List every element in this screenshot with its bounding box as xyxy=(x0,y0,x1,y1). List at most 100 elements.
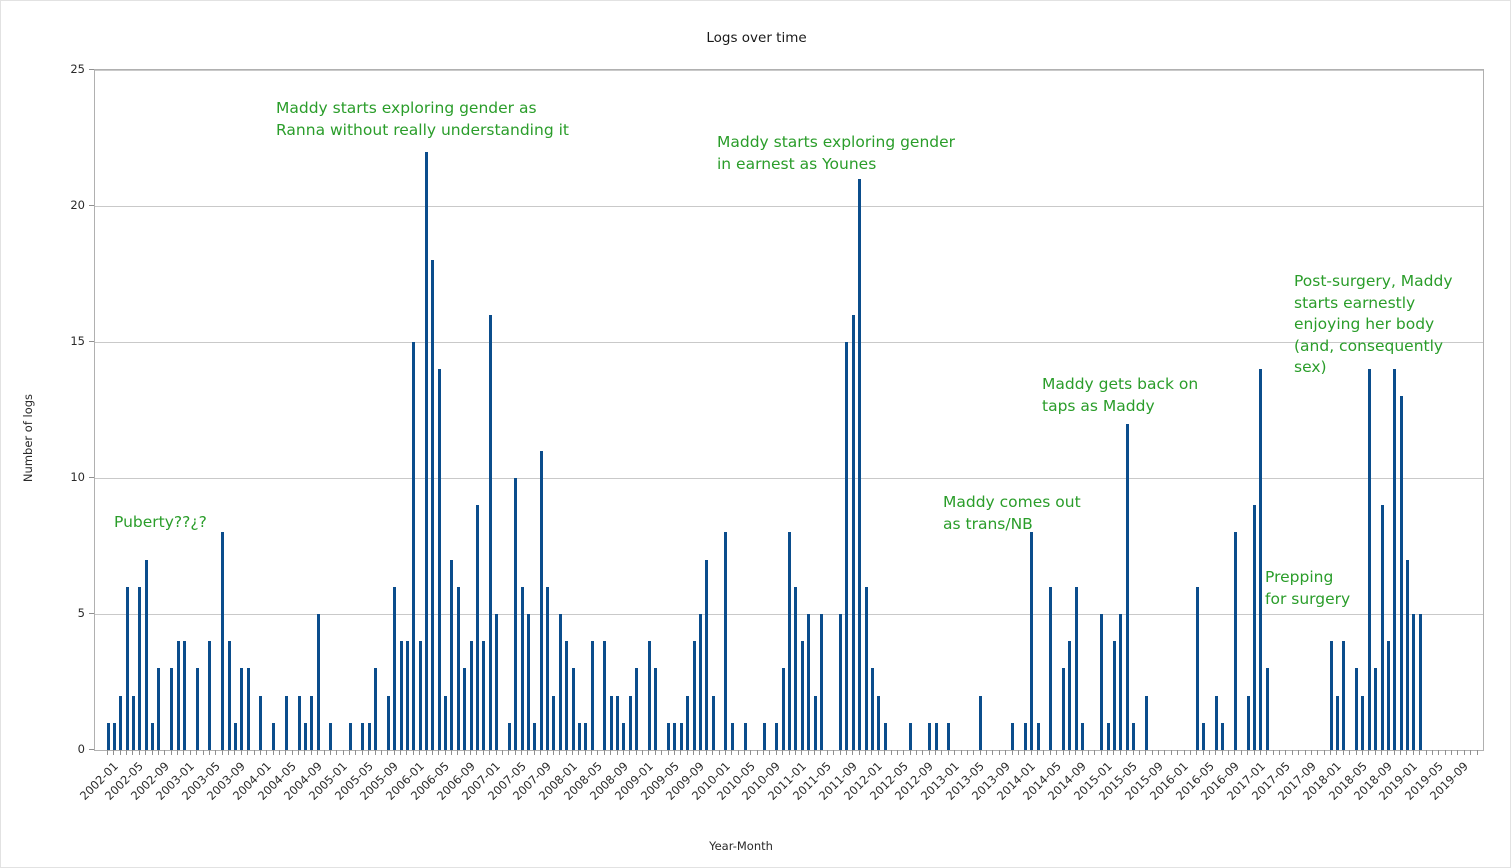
bar-month-129 xyxy=(928,722,932,750)
x-tick-label: 2013-05 xyxy=(943,759,988,803)
x-tick-label: 2004-01 xyxy=(229,759,274,803)
y-gridline xyxy=(95,206,1483,207)
bar-month-2 xyxy=(119,695,123,750)
x-tick-label: 2010-09 xyxy=(739,759,784,803)
bar-month-200 xyxy=(1380,505,1384,750)
bar-month-54 xyxy=(450,559,454,750)
y-tick-label: 15 xyxy=(70,334,85,348)
bar-month-40 xyxy=(361,722,365,750)
bar-month-80 xyxy=(616,695,620,750)
bar-month-142 xyxy=(1011,722,1015,750)
bar-month-196 xyxy=(1355,668,1359,750)
bar-month-22 xyxy=(246,668,250,750)
x-tick-label: 2019-09 xyxy=(1427,759,1472,803)
bar-month-44 xyxy=(386,695,390,750)
x-tick-label: 2009-05 xyxy=(637,759,682,803)
x-tick-label: 2017-01 xyxy=(1223,759,1268,803)
bar-month-45 xyxy=(393,586,397,750)
x-tick-label: 2007-05 xyxy=(484,759,529,803)
bar-month-35 xyxy=(329,722,333,750)
bar-month-157 xyxy=(1106,722,1110,750)
bar-month-111 xyxy=(813,695,817,750)
x-tick-label: 2016-09 xyxy=(1198,759,1243,803)
x-tick-label: 2002-09 xyxy=(127,759,172,803)
bar-month-110 xyxy=(807,614,811,750)
x-tick-label: 2012-09 xyxy=(892,759,937,803)
bar-month-67 xyxy=(533,722,537,750)
x-tick-label: 2008-09 xyxy=(586,759,631,803)
bar-month-59 xyxy=(482,641,486,750)
x-tick-label: 2014-09 xyxy=(1045,759,1090,803)
bar-month-3 xyxy=(125,586,129,750)
bar-month-122 xyxy=(883,722,887,750)
bar-month-202 xyxy=(1393,369,1397,750)
x-tick-label: 2003-01 xyxy=(153,759,198,803)
x-tick-label: 2005-09 xyxy=(357,759,402,803)
bar-month-81 xyxy=(622,722,626,750)
x-tick-label: 2018-09 xyxy=(1351,759,1395,803)
x-tick-label: 2002-05 xyxy=(102,759,147,803)
bar-month-21 xyxy=(240,668,244,750)
bar-month-10 xyxy=(170,668,174,750)
bar-month-18 xyxy=(221,532,225,750)
bar-month-74 xyxy=(577,722,581,750)
x-tick-label: 2006-01 xyxy=(382,759,427,803)
bar-month-204 xyxy=(1405,559,1409,750)
bar-month-92 xyxy=(692,641,696,750)
bar-month-57 xyxy=(469,641,473,750)
bar-month-156 xyxy=(1100,614,1104,750)
bar-month-1 xyxy=(112,722,116,750)
x-tick-label: 2014-05 xyxy=(1019,759,1064,803)
bar-month-28 xyxy=(284,695,288,750)
bar-month-197 xyxy=(1361,695,1365,750)
x-tick-label: 2018-01 xyxy=(1300,759,1344,803)
x-tick-label: 2012-01 xyxy=(841,759,886,803)
bar-month-107 xyxy=(788,532,792,750)
plot-area xyxy=(94,69,1484,751)
bar-month-82 xyxy=(628,695,632,750)
x-tick-label: 2015-09 xyxy=(1121,759,1166,803)
x-tick-label: 2016-01 xyxy=(1147,759,1192,803)
bar-month-109 xyxy=(800,641,804,750)
bar-month-180 xyxy=(1253,505,1257,750)
bar-month-60 xyxy=(488,314,492,750)
x-tick-label: 2008-01 xyxy=(535,759,580,803)
bar-month-89 xyxy=(673,722,677,750)
bar-month-106 xyxy=(781,668,785,750)
bar-month-121 xyxy=(877,695,881,750)
bar-month-159 xyxy=(1119,614,1123,750)
bar-month-91 xyxy=(686,695,690,750)
x-tick-label: 2007-01 xyxy=(459,759,504,803)
x-tick-label: 2011-05 xyxy=(790,759,835,803)
bar-month-51 xyxy=(431,260,435,750)
bar-month-120 xyxy=(870,668,874,750)
bar-month-145 xyxy=(1030,532,1034,750)
bar-month-137 xyxy=(979,695,983,750)
x-tick-label: 2017-09 xyxy=(1274,759,1319,803)
x-tick-label: 2017-05 xyxy=(1249,759,1293,803)
bar-month-68 xyxy=(539,450,543,750)
x-tick-label: 2011-01 xyxy=(764,759,809,803)
x-tick-label: 2015-01 xyxy=(1070,759,1115,803)
bar-month-153 xyxy=(1081,722,1085,750)
bar-month-38 xyxy=(348,722,352,750)
x-tick-label: 2019-01 xyxy=(1376,759,1421,803)
bar-month-150 xyxy=(1062,668,1065,750)
bar-month-47 xyxy=(405,641,409,750)
bar-month-83 xyxy=(635,668,639,750)
bar-month-93 xyxy=(698,614,702,750)
bar-month-72 xyxy=(565,641,569,750)
y-tick-label: 5 xyxy=(77,606,85,620)
bar-month-66 xyxy=(526,614,530,750)
bar-month-152 xyxy=(1074,586,1078,750)
x-tick-label: 2014-01 xyxy=(994,759,1039,803)
bar-month-4 xyxy=(131,695,135,750)
bar-month-53 xyxy=(444,695,448,750)
x-tick-label: 2006-05 xyxy=(408,759,453,803)
chart-title: Logs over time xyxy=(706,30,807,46)
x-tick-label: 2018-05 xyxy=(1325,759,1370,803)
bar-month-46 xyxy=(399,641,403,750)
x-tick-label: 2015-05 xyxy=(1096,759,1141,803)
bar-month-177 xyxy=(1233,532,1237,750)
